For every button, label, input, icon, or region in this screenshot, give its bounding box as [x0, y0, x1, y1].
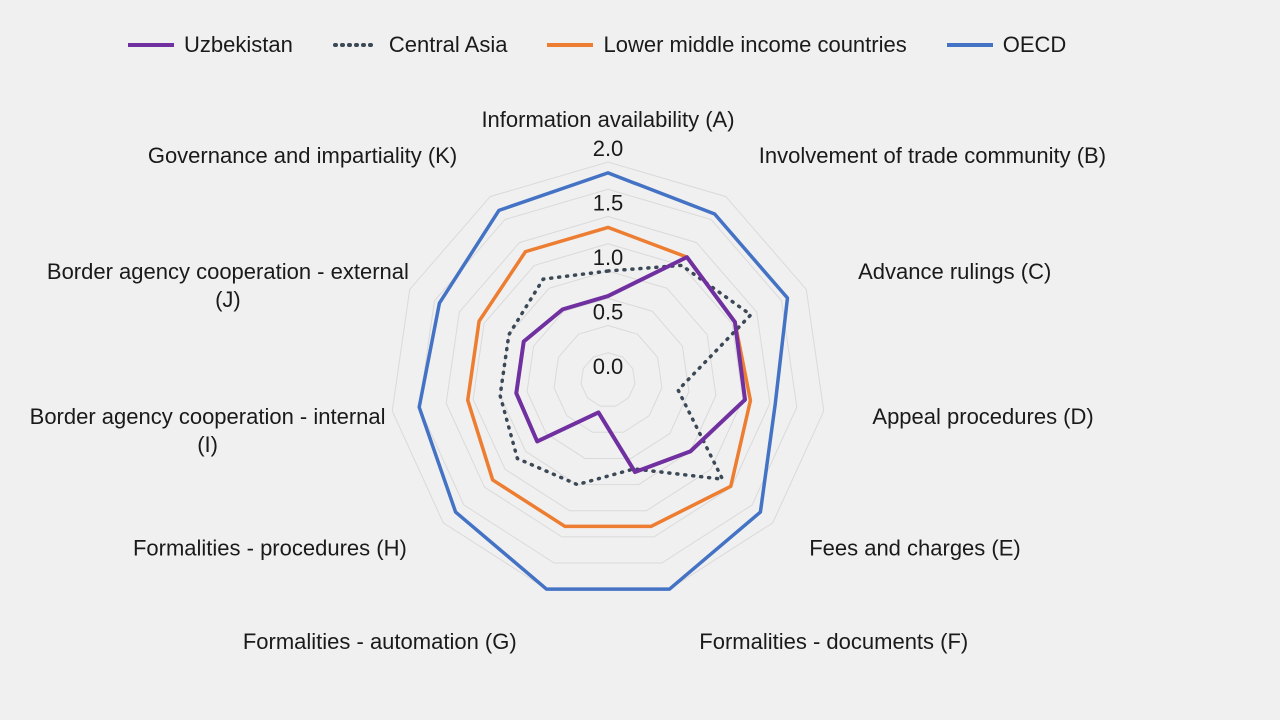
svg-text:1.0: 1.0 [593, 245, 624, 270]
svg-text:Involvement of trade community: Involvement of trade community (B) [759, 143, 1106, 168]
svg-text:Advance rulings (C): Advance rulings (C) [858, 259, 1051, 284]
svg-text:Formalities - documents (F): Formalities - documents (F) [699, 629, 968, 654]
svg-text:Formalities - procedures (H): Formalities - procedures (H) [133, 536, 407, 561]
svg-text:Fees and charges (E): Fees and charges (E) [809, 536, 1021, 561]
svg-text:Information availability (A): Information availability (A) [481, 107, 734, 132]
svg-text:0.0: 0.0 [593, 354, 624, 379]
svg-text:0.5: 0.5 [593, 300, 624, 325]
svg-text:Appeal procedures (D): Appeal procedures (D) [872, 404, 1093, 429]
svg-text:Governance and impartiality (K: Governance and impartiality (K) [148, 143, 457, 168]
svg-text:1.5: 1.5 [593, 191, 624, 216]
svg-text:Formalities - automation (G): Formalities - automation (G) [243, 629, 517, 654]
svg-text:2.0: 2.0 [593, 136, 624, 161]
